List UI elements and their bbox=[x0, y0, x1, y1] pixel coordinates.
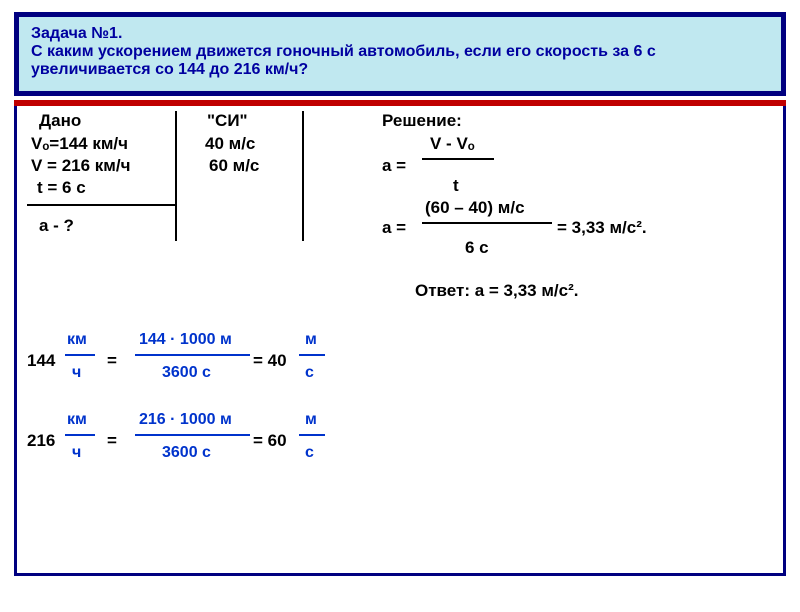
problem-title: Задача №1. bbox=[31, 25, 122, 42]
conv1-km: км bbox=[67, 331, 87, 349]
given-v: V = 216 км/ч bbox=[31, 156, 130, 176]
calc-result: = 3,33 м/с². bbox=[557, 218, 647, 238]
frac-line-1 bbox=[422, 158, 494, 160]
frac-line-2 bbox=[422, 222, 552, 224]
conv1-fracline-1 bbox=[65, 354, 95, 356]
formula-bot: t bbox=[453, 176, 459, 196]
conv1-fracline-2 bbox=[135, 354, 250, 356]
conv2-fracline-2 bbox=[135, 434, 250, 436]
formula-top: V - Vₒ bbox=[430, 134, 475, 154]
vline-1 bbox=[175, 111, 177, 241]
calc-numer: (60 – 40) м/с bbox=[425, 198, 525, 218]
conv2-fracline-1 bbox=[65, 434, 95, 436]
conv1-lhs: 144 bbox=[27, 351, 55, 371]
si-label: "СИ" bbox=[207, 111, 248, 131]
conv1-eq: = bbox=[107, 351, 117, 371]
si-v0: 40 м/с bbox=[205, 134, 255, 154]
problem-box: Задача №1. С каким ускорением движется г… bbox=[14, 12, 786, 96]
conv2-m: м bbox=[305, 411, 317, 429]
conv1-top: 144 · 1000 м bbox=[139, 331, 232, 349]
answer: Ответ: а = 3,33 м/с². bbox=[415, 281, 579, 301]
formula-a: a = bbox=[382, 156, 406, 176]
conv2-lhs: 216 bbox=[27, 431, 55, 451]
conv2-s: с bbox=[305, 444, 314, 462]
conv2-h: ч bbox=[72, 444, 81, 462]
conv2-km: км bbox=[67, 411, 87, 429]
conv1-fracline-3 bbox=[299, 354, 325, 356]
conv1-s: с bbox=[305, 364, 314, 382]
conv2-top: 216 · 1000 м bbox=[139, 411, 232, 429]
conv2-eq: = bbox=[107, 431, 117, 451]
si-v: 60 м/с bbox=[209, 156, 259, 176]
conv1-bot: 3600 с bbox=[162, 364, 211, 382]
conv1-m: м bbox=[305, 331, 317, 349]
conv1-res: = 40 bbox=[253, 351, 287, 371]
dano-label: Дано bbox=[39, 111, 81, 131]
given-v0: Vₒ=144 км/ч bbox=[31, 134, 128, 154]
conv2-fracline-3 bbox=[299, 434, 325, 436]
resh-label: Решение: bbox=[382, 111, 462, 131]
find-a: a - ? bbox=[39, 216, 74, 236]
conv2-res: = 60 bbox=[253, 431, 287, 451]
given-t: t = 6 с bbox=[37, 178, 86, 198]
conv1-h: ч bbox=[72, 364, 81, 382]
vline-2 bbox=[302, 111, 304, 241]
calc-denom: 6 с bbox=[465, 238, 489, 258]
given-divider bbox=[27, 204, 177, 206]
problem-text: С каким ускорением движется гоночный авт… bbox=[31, 43, 656, 78]
calc-a-eq: a = bbox=[382, 218, 406, 238]
conv2-bot: 3600 с bbox=[162, 444, 211, 462]
solution-frame: Дано "СИ" Решение: Vₒ=144 км/ч V = 216 к… bbox=[14, 106, 786, 576]
